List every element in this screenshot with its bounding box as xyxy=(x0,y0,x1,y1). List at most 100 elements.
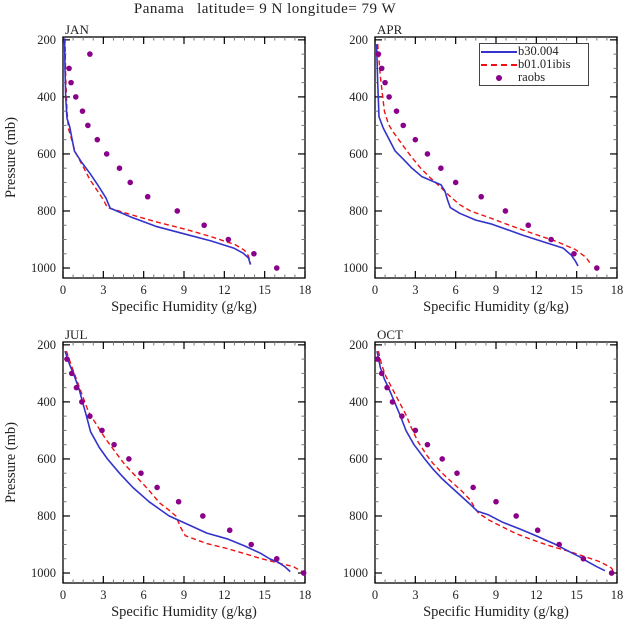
legend-label: raobs xyxy=(518,70,546,84)
raobs-dot xyxy=(378,370,385,377)
y-tick-label: 600 xyxy=(37,452,56,466)
raobs-dot xyxy=(571,250,577,257)
raobs-dot xyxy=(87,413,93,419)
raobs-dot xyxy=(424,151,431,157)
x-tick-label: 0 xyxy=(372,588,378,602)
x-tick-label: 0 xyxy=(60,283,66,297)
series-b30-004 xyxy=(64,350,291,573)
y-tick-label: 600 xyxy=(37,147,56,161)
x-axis-title: Specific Humidity (g/kg) xyxy=(423,299,569,315)
plot-frame xyxy=(62,36,306,279)
raobs-dot xyxy=(534,527,541,534)
y-tick-label: 600 xyxy=(349,452,368,466)
series-b30-004 xyxy=(63,38,252,265)
raobs-dot xyxy=(424,441,431,448)
raobs-dot xyxy=(580,555,587,562)
raobs-dot xyxy=(111,441,117,448)
x-tick-label: 3 xyxy=(412,588,418,602)
y-tick-label: 200 xyxy=(349,33,368,47)
legend: b30.004 b01.01ibis raobs xyxy=(479,43,589,86)
raobs-dot xyxy=(64,356,70,362)
x-tick-label: 15 xyxy=(570,283,583,297)
raobs-dot xyxy=(116,165,123,171)
raobs-dot xyxy=(378,65,385,72)
raobs-dot xyxy=(94,136,101,143)
y-tick-label: 200 xyxy=(349,338,368,352)
raobs-dot xyxy=(470,484,476,491)
x-tick-label: 3 xyxy=(412,283,418,297)
x-tick-label: 12 xyxy=(530,588,543,602)
series-raobs xyxy=(66,51,280,271)
plot-frame xyxy=(374,341,618,584)
y-axis-title: Pressure (mb) xyxy=(3,117,19,198)
x-tick-label: 15 xyxy=(570,588,583,602)
raobs-dot xyxy=(493,498,499,505)
raobs-dot xyxy=(79,108,86,114)
x-tick-label: 15 xyxy=(258,283,271,297)
raobs-dot xyxy=(412,427,419,434)
y-tick-label: 1000 xyxy=(31,261,56,275)
raobs-dot xyxy=(386,94,392,100)
x-tick-label: 9 xyxy=(181,588,187,602)
x-tick-label: 3 xyxy=(100,588,106,602)
raobs-dot xyxy=(400,122,407,129)
raobs-dot xyxy=(225,236,232,243)
x-tick-label: 12 xyxy=(218,283,231,297)
x-tick-label: 12 xyxy=(218,588,231,602)
raobs-dot xyxy=(87,51,93,57)
raobs-dot xyxy=(393,108,400,114)
series-raobs xyxy=(64,356,307,576)
x-tick-label: 18 xyxy=(299,588,312,602)
legend-item-raobs: raobs xyxy=(480,71,588,84)
raobs-dot xyxy=(438,165,444,171)
x-tick-label: 6 xyxy=(141,588,147,602)
plot-frame xyxy=(62,341,306,584)
raobs-dot xyxy=(502,208,509,214)
raobs-dot xyxy=(126,456,132,462)
chart-title: Panama latitude= 9 N longitude= 79 W xyxy=(133,1,397,17)
dashed-line-sample xyxy=(480,63,518,66)
x-tick-label: 15 xyxy=(258,588,271,602)
raobs-dot xyxy=(608,570,615,576)
y-tick-label: 400 xyxy=(37,90,56,104)
y-tick-label: 800 xyxy=(37,509,56,523)
raobs-dot xyxy=(68,79,74,86)
x-axis-title: Specific Humidity (g/kg) xyxy=(111,604,257,620)
raobs-dot xyxy=(85,122,91,129)
raobs-dot xyxy=(412,136,419,143)
raobs-dot xyxy=(300,570,307,576)
y-tick-label: 200 xyxy=(37,338,56,352)
y-tick-label: 600 xyxy=(349,147,368,161)
raobs-dot xyxy=(127,179,134,186)
raobs-dot xyxy=(68,370,75,377)
x-tick-label: 18 xyxy=(299,283,312,297)
x-tick-label: 3 xyxy=(100,283,106,297)
y-tick-label: 800 xyxy=(37,204,56,218)
raobs-dot xyxy=(273,265,280,271)
raobs-dot xyxy=(73,384,80,391)
raobs-dot xyxy=(374,356,381,362)
y-tick-label: 400 xyxy=(349,90,368,104)
series-b01-01ibis xyxy=(377,350,614,572)
legend-label: b30.004 xyxy=(518,44,559,58)
raobs-dot xyxy=(389,399,396,405)
y-tick-label: 1000 xyxy=(31,566,56,580)
panel-month-label: JUL xyxy=(65,327,87,342)
x-tick-label: 0 xyxy=(60,588,66,602)
x-tick-label: 9 xyxy=(493,283,499,297)
x-tick-label: 6 xyxy=(141,283,147,297)
solid-line-sample xyxy=(480,50,518,53)
panel-month-label: APR xyxy=(377,22,403,37)
raobs-dot xyxy=(556,541,562,548)
raobs-dot xyxy=(144,193,151,200)
raobs-dot xyxy=(138,470,144,476)
raobs-dot xyxy=(201,222,207,229)
y-tick-label: 400 xyxy=(349,395,368,409)
x-tick-label: 0 xyxy=(372,283,378,297)
x-tick-label: 12 xyxy=(530,283,543,297)
x-tick-label: 9 xyxy=(493,588,499,602)
x-tick-label: 18 xyxy=(611,588,624,602)
raobs-dot xyxy=(251,250,257,257)
